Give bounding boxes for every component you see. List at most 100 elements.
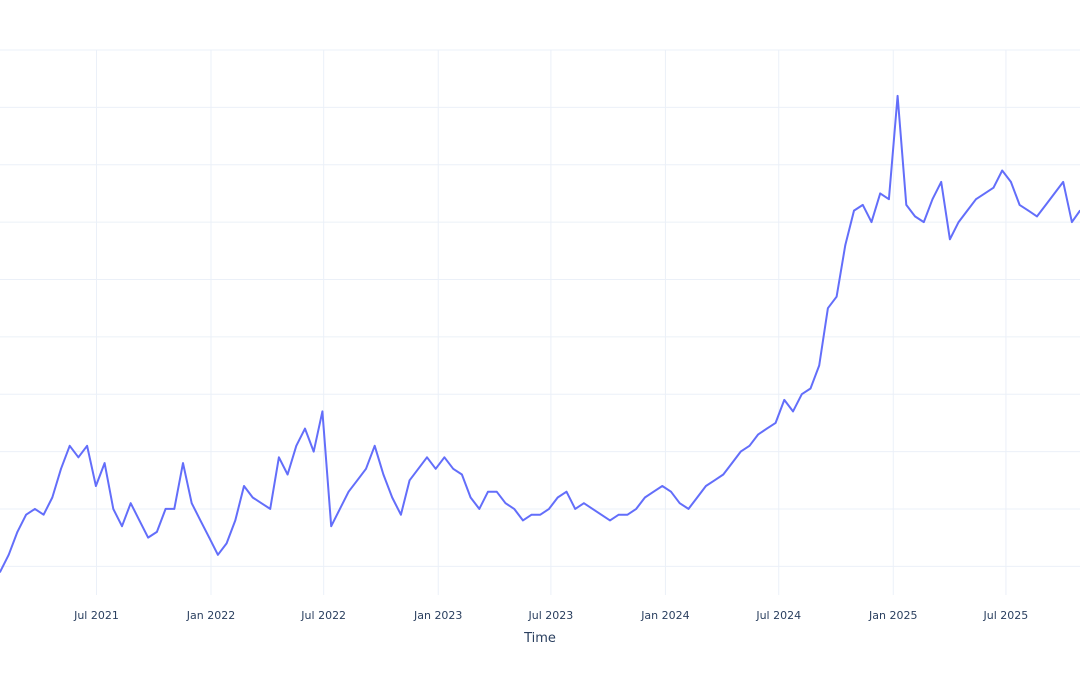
data-point bbox=[774, 422, 777, 424]
data-point bbox=[112, 508, 115, 510]
data-point bbox=[452, 468, 455, 470]
data-point bbox=[182, 462, 184, 464]
data-point bbox=[992, 186, 995, 189]
data-point bbox=[1045, 204, 1047, 206]
data-point bbox=[687, 508, 690, 510]
data-point bbox=[234, 519, 237, 522]
data-point bbox=[68, 445, 71, 447]
data-point bbox=[434, 468, 437, 470]
data-point bbox=[844, 244, 847, 246]
data-point bbox=[705, 485, 707, 487]
data-point bbox=[879, 192, 881, 195]
data-point bbox=[949, 238, 951, 241]
data-point bbox=[1062, 181, 1064, 183]
data-point bbox=[713, 479, 716, 482]
data-point bbox=[373, 445, 376, 447]
data-point bbox=[818, 364, 820, 367]
data-point bbox=[731, 462, 733, 464]
data-point bbox=[469, 496, 472, 499]
x-tick-label: Jul 2021 bbox=[73, 609, 119, 622]
data-point bbox=[574, 508, 576, 510]
data-point bbox=[748, 445, 751, 447]
data-point bbox=[103, 462, 106, 464]
data-point bbox=[522, 519, 524, 522]
data-point bbox=[591, 508, 594, 510]
data-point bbox=[417, 468, 420, 470]
data-point bbox=[609, 519, 611, 522]
data-point bbox=[25, 513, 27, 516]
data-point bbox=[783, 399, 786, 401]
data-point bbox=[260, 502, 263, 505]
data-point bbox=[635, 508, 637, 510]
data-point bbox=[208, 536, 210, 539]
series-layer bbox=[0, 94, 1080, 573]
data-point bbox=[42, 513, 45, 516]
data-point bbox=[495, 490, 498, 493]
data-point bbox=[617, 513, 620, 516]
data-point bbox=[278, 456, 280, 459]
data-point bbox=[269, 508, 272, 510]
data-point bbox=[565, 490, 568, 493]
data-point bbox=[896, 95, 899, 97]
data-point bbox=[1010, 181, 1012, 183]
data-point bbox=[138, 519, 141, 522]
data-point bbox=[1036, 215, 1038, 218]
data-point bbox=[487, 490, 489, 493]
data-point bbox=[156, 531, 158, 533]
data-point bbox=[539, 513, 542, 516]
data-point bbox=[173, 508, 176, 510]
data-point bbox=[1018, 204, 1021, 206]
data-point bbox=[129, 502, 132, 505]
data-point bbox=[408, 479, 411, 482]
x-axis-ticks: Jul 2021 Jan 2022 Jul 2022 Jan 2023 Jul 2023… bbox=[73, 609, 1028, 622]
data-point bbox=[801, 393, 803, 396]
data-point bbox=[739, 450, 742, 453]
data-point bbox=[60, 468, 62, 470]
data-point bbox=[766, 427, 768, 430]
data-point bbox=[95, 485, 97, 487]
data-point bbox=[251, 496, 254, 499]
data-point bbox=[940, 181, 942, 183]
data-point bbox=[809, 387, 812, 390]
data-point bbox=[644, 496, 646, 499]
data-point bbox=[1027, 209, 1030, 212]
series-line bbox=[0, 94, 1080, 573]
data-point bbox=[792, 410, 794, 413]
x-tick-label: Jan 2023 bbox=[413, 609, 462, 622]
data-point bbox=[556, 496, 559, 499]
x-tick-label: Jul 2023 bbox=[528, 609, 574, 622]
data-point bbox=[530, 513, 533, 516]
data-point bbox=[426, 456, 428, 459]
data-point bbox=[304, 427, 306, 430]
data-point bbox=[190, 502, 193, 505]
data-point bbox=[931, 198, 934, 200]
data-point bbox=[835, 295, 838, 298]
x-tick-label: Jul 2025 bbox=[983, 609, 1029, 622]
data-point bbox=[626, 513, 629, 516]
data-point bbox=[443, 456, 446, 459]
data-point bbox=[670, 490, 672, 493]
data-point bbox=[923, 221, 925, 223]
x-axis-title: Time bbox=[523, 631, 556, 646]
data-point bbox=[1071, 221, 1073, 223]
data-point bbox=[199, 519, 202, 522]
x-tick-label: Jan 2022 bbox=[186, 609, 235, 622]
data-point bbox=[16, 531, 19, 533]
data-point bbox=[975, 198, 977, 200]
data-point bbox=[382, 473, 385, 476]
data-point bbox=[312, 450, 315, 453]
data-point bbox=[583, 502, 585, 505]
data-point bbox=[321, 410, 324, 413]
data-point bbox=[461, 473, 463, 476]
data-point bbox=[339, 508, 341, 510]
data-point bbox=[853, 209, 855, 212]
data-point bbox=[77, 456, 80, 459]
data-point bbox=[513, 508, 515, 510]
data-point bbox=[0, 571, 1, 573]
data-point bbox=[243, 485, 245, 487]
data-point bbox=[225, 542, 228, 545]
data-point bbox=[356, 479, 359, 482]
data-point bbox=[330, 525, 333, 527]
